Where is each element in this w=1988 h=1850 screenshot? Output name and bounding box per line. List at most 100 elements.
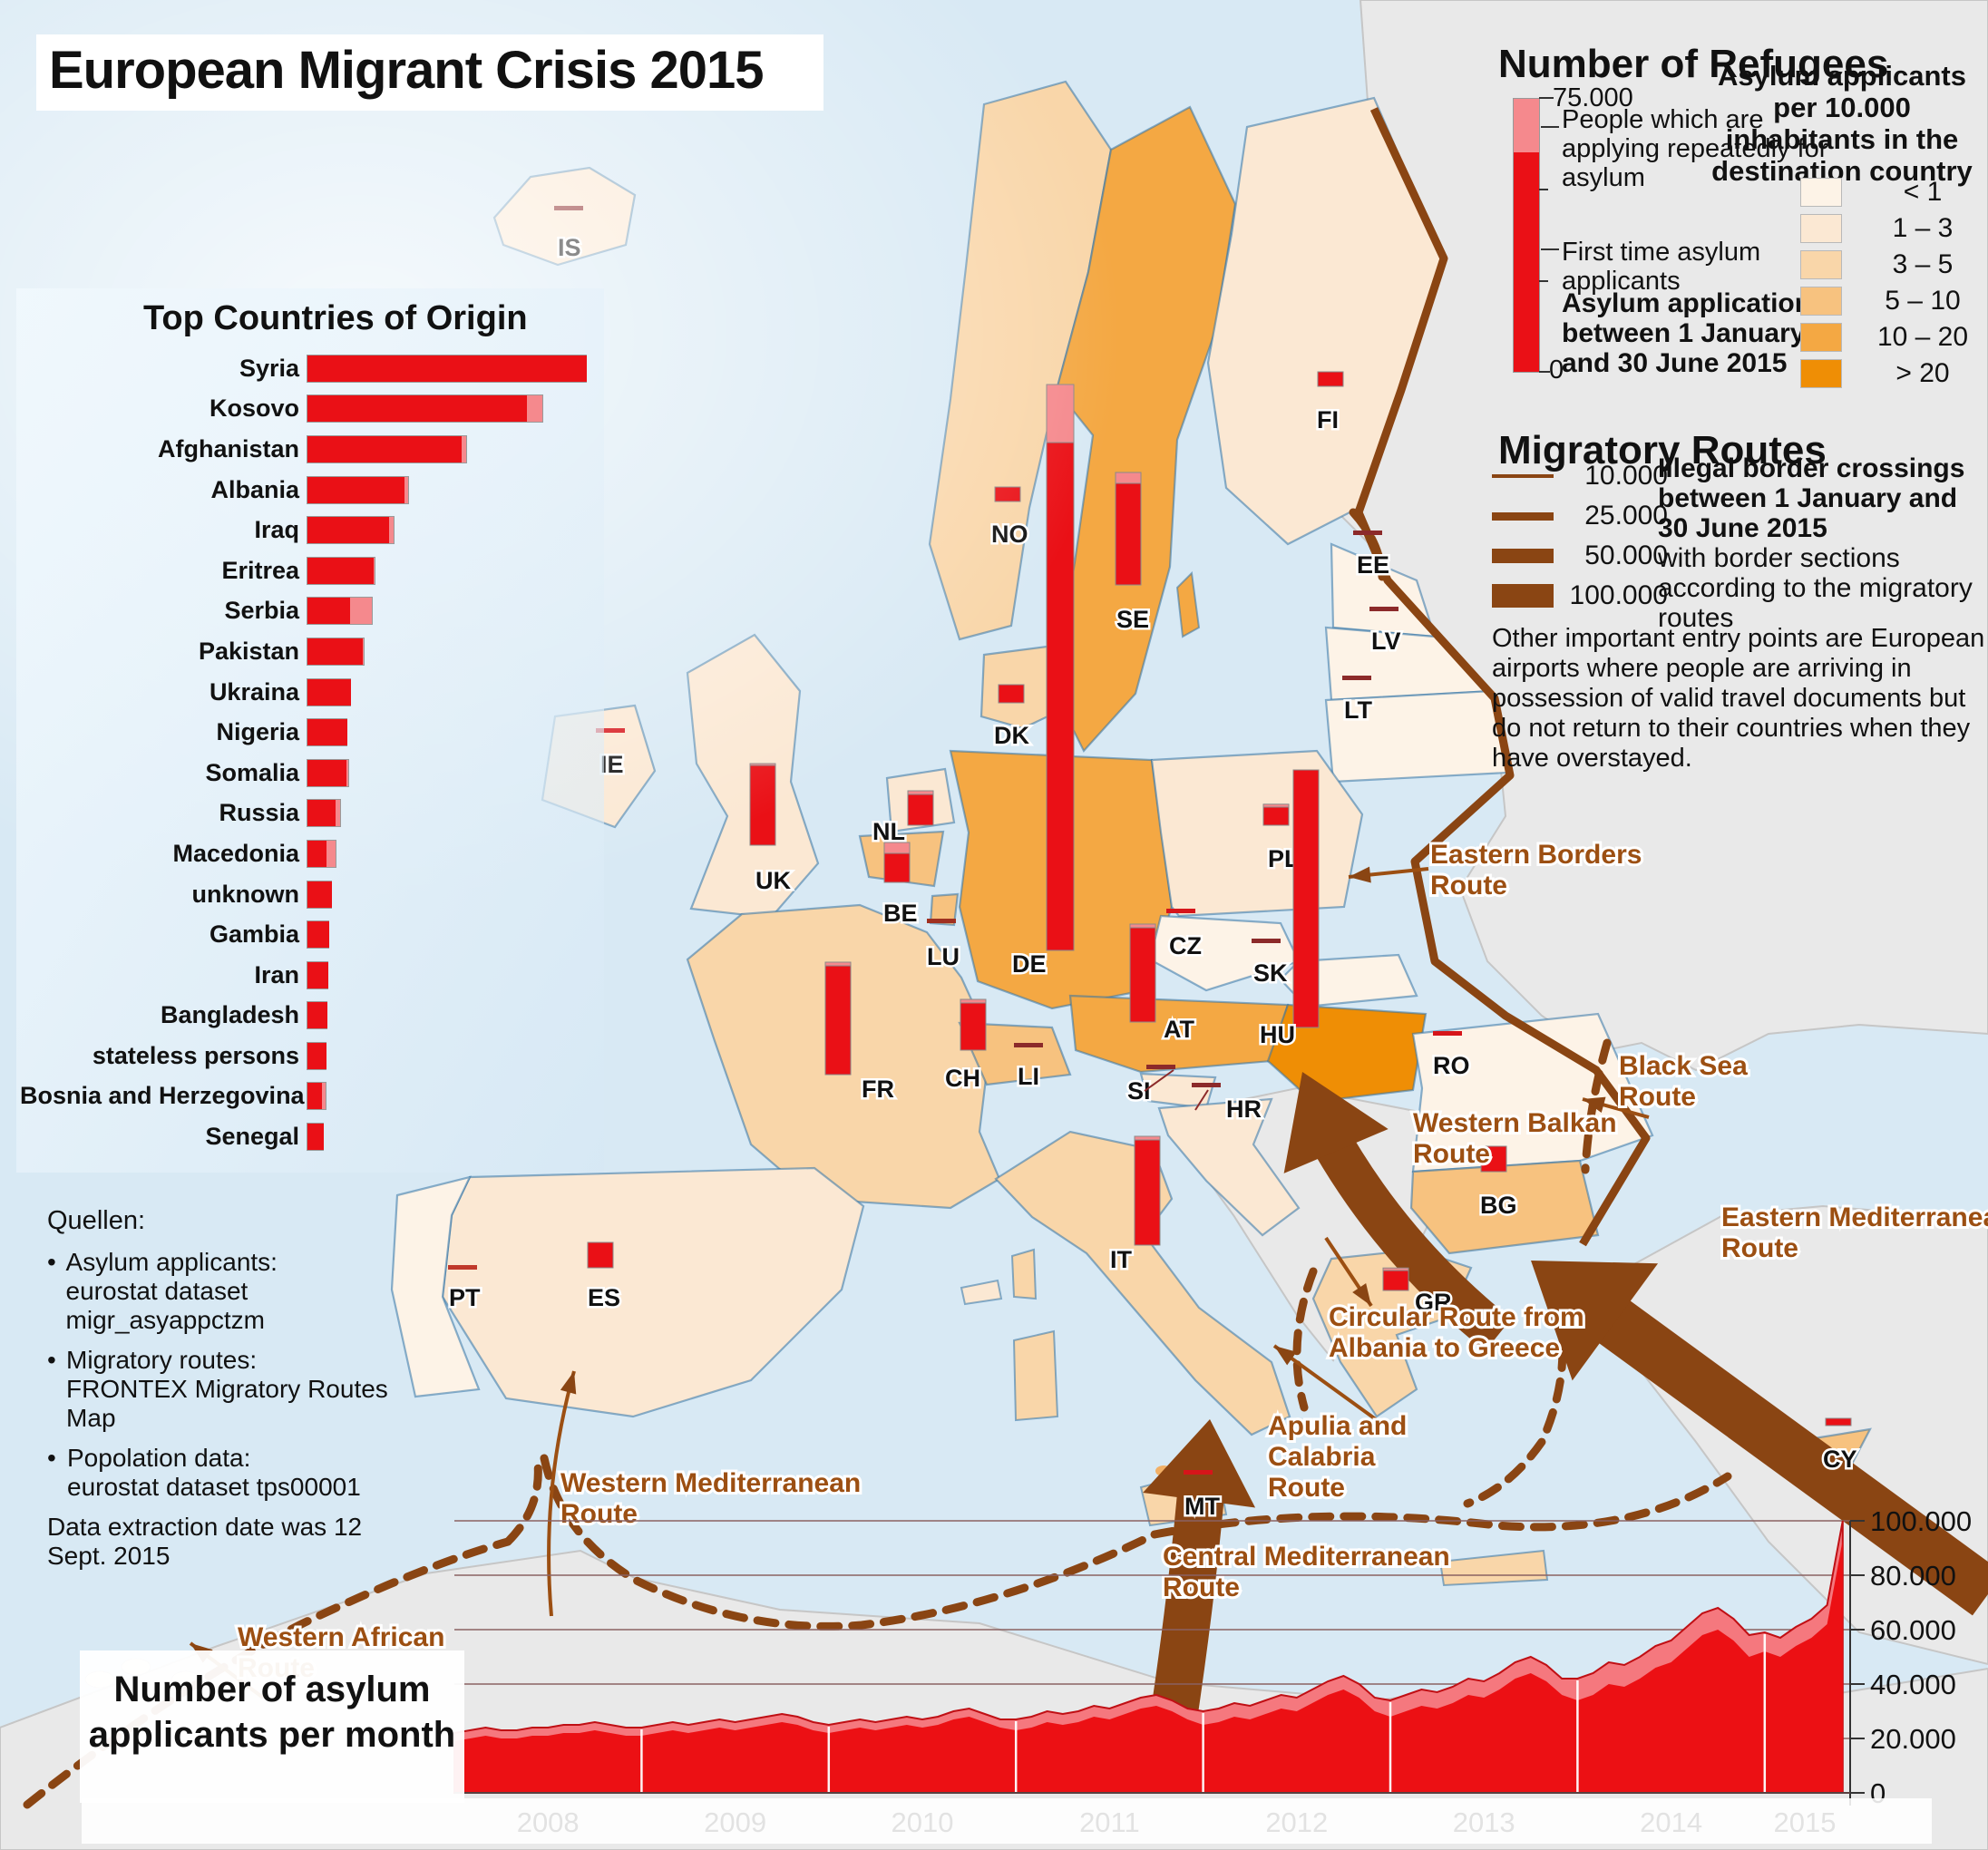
origin-bar-6 — [307, 597, 373, 626]
origin-label-0: Syria — [239, 354, 299, 382]
title-background — [36, 34, 823, 111]
timeline-title-line2: applicants per month — [88, 1715, 456, 1755]
origin-bar-10 — [307, 758, 349, 787]
origin-bar-18 — [307, 1082, 327, 1111]
route-size-row-3: 100.000 — [1492, 580, 1668, 611]
origin-row-19: Senegal — [20, 1116, 591, 1157]
ytick-label-3: 60.000 — [1870, 1614, 1956, 1646]
ytick-label-1: 20.000 — [1870, 1723, 1956, 1755]
origin-row-17: stateless persons — [20, 1036, 591, 1076]
origin-row-5: Eritrea — [20, 550, 591, 591]
density-label-0: < 1 — [1903, 177, 1943, 207]
ytick-label-2: 40.000 — [1870, 1669, 1956, 1700]
origin-row-6: Serbia — [20, 591, 591, 632]
origin-bar-11 — [307, 799, 342, 828]
origin-label-4: Iraq — [254, 516, 299, 544]
routes-legend-bold-text: Illegal border crossings between 1 Janua… — [1658, 453, 1965, 543]
origin-bar-first-9 — [307, 718, 347, 747]
origin-bar-first-3 — [307, 475, 405, 504]
legend-bar-firsttime-segment — [1513, 152, 1540, 373]
origin-row-11: Russia — [20, 794, 591, 834]
origin-label-8: Ukraina — [209, 677, 299, 706]
density-swatch-0 — [1800, 178, 1842, 207]
route-size-bar-2 — [1492, 549, 1554, 563]
origin-label-16: Bangladesh — [160, 1001, 299, 1029]
origin-bar-repeat-1 — [527, 394, 544, 424]
routes-legend-sizes: 10.000 25.000 50.000 100.000 — [1492, 461, 1668, 620]
origin-bar-first-0 — [307, 354, 587, 383]
legend-max-label: 75.000 — [1553, 83, 1633, 112]
source-label-1: Migratory routes: — [66, 1346, 258, 1374]
density-row-2: 3 – 5 — [1800, 247, 1988, 283]
origin-label-14: Gambia — [209, 920, 299, 949]
origin-label-12: Macedonia — [172, 839, 299, 867]
origin-row-16: Bangladesh — [20, 996, 591, 1037]
origin-row-9: Nigeria — [20, 712, 591, 753]
legend-period-label: Asylum applications between 1 January an… — [1562, 288, 1827, 378]
refugees-legend-title: Number of Refugees — [1498, 42, 1889, 86]
route-size-row-1: 25.000 — [1492, 501, 1668, 531]
origin-bar-12 — [307, 839, 337, 868]
origin-bar-2 — [307, 434, 467, 463]
origin-bar-repeat-2 — [461, 434, 467, 463]
origin-label-11: Russia — [219, 799, 299, 827]
origin-bar-repeat-11 — [336, 799, 342, 828]
density-label-1: 1 – 3 — [1892, 213, 1954, 243]
legend-tick-0 — [1539, 371, 1550, 373]
source-value-0: eurostat dataset migr_asyappctzm — [65, 1277, 265, 1334]
origin-bar-first-12 — [307, 839, 326, 868]
source-label-2: Popolation data: — [67, 1444, 251, 1472]
origin-bar-7 — [307, 637, 365, 666]
route-size-label-1: 25.000 — [1584, 501, 1668, 531]
route-size-row-2: 50.000 — [1492, 540, 1668, 571]
origin-label-5: Eritrea — [221, 556, 299, 584]
timeline-year-band — [82, 1798, 1932, 1844]
origin-bar-first-4 — [307, 516, 389, 545]
sources-footer: Data extraction date was 12 Sept. 2015 — [47, 1513, 363, 1570]
origin-bar-0 — [307, 354, 587, 383]
origin-row-3: Albania — [20, 470, 591, 511]
density-label-2: 3 – 5 — [1892, 249, 1954, 279]
origin-bar-first-14 — [307, 920, 330, 949]
sources-items: • Asylum applicants: eurostat dataset migr… — [47, 1248, 428, 1502]
origin-bar-repeat-5 — [373, 556, 376, 585]
density-row-3: 5 – 10 — [1800, 283, 1988, 319]
legend-tick-75000 — [1539, 97, 1554, 99]
origin-row-4: Iraq — [20, 510, 591, 550]
origin-chart-title: Top Countries of Origin — [143, 299, 528, 337]
routes-legend-title: Migratory Routes — [1498, 428, 1827, 472]
sources-heading: Quellen: — [47, 1206, 146, 1235]
routes-legend-normal-text: with border sections according to the mi… — [1658, 543, 1973, 633]
origin-bar-15 — [307, 960, 328, 989]
ytick-label-4: 80.000 — [1870, 1560, 1956, 1592]
origin-label-15: Iran — [254, 960, 299, 988]
origin-label-7: Pakistan — [198, 637, 299, 665]
source-item-1: • Migratory routes: FRONTEX Migratory Rout… — [47, 1346, 428, 1433]
origin-row-1: Kosovo — [20, 389, 591, 430]
origin-row-10: Somalia — [20, 753, 591, 794]
origin-label-18: Bosnia and Herzegovina — [20, 1082, 305, 1110]
density-swatch-5 — [1800, 359, 1842, 388]
legend-tick-50000 — [1539, 189, 1548, 190]
legend-first-label: First time asylum applicants — [1562, 238, 1761, 296]
timeline-title: Number of asylum applicants per month — [86, 1667, 458, 1758]
sources-block: Quellen: • Asylum applicants: eurostat dat… — [47, 1206, 428, 1571]
source-value-1: FRONTEX Migratory Routes Map — [66, 1375, 388, 1432]
legend-repeat-label: People which are applying repeatedly for… — [1562, 105, 1828, 192]
density-swatch-4 — [1800, 323, 1842, 352]
legend-bar-repeat-segment — [1513, 98, 1540, 154]
origin-row-14: Gambia — [20, 914, 591, 955]
origin-bar-first-11 — [307, 799, 336, 828]
density-label-3: 5 – 10 — [1885, 286, 1961, 316]
origin-row-0: Syria — [20, 348, 591, 389]
origin-row-13: unknown — [20, 874, 591, 915]
legend-arrow-repeat — [1541, 126, 1559, 128]
origin-bar-first-1 — [307, 394, 528, 424]
origin-bar-first-16 — [307, 1001, 328, 1030]
origin-bar-first-17 — [307, 1041, 326, 1070]
route-size-label-2: 50.000 — [1584, 540, 1668, 570]
density-swatch-3 — [1800, 287, 1842, 316]
route-size-label-3: 100.000 — [1569, 580, 1668, 610]
origin-bar-first-7 — [307, 637, 363, 666]
source-label-0: Asylum applicants: — [65, 1248, 278, 1276]
